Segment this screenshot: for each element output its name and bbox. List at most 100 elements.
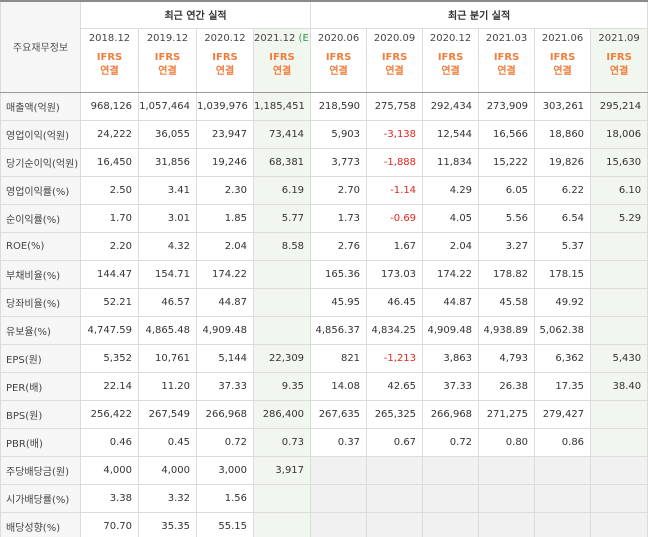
table-cell: 165.36 bbox=[310, 259, 368, 289]
ifrs-badge: IFRS 연결 bbox=[310, 48, 368, 93]
table-cell: 37.33 bbox=[196, 371, 254, 401]
table-cell: 14.08 bbox=[310, 371, 368, 401]
period-label: 2019.12 bbox=[146, 32, 189, 44]
table-cell: 174.22 bbox=[196, 259, 254, 289]
table-cell bbox=[252, 483, 312, 513]
table-cell bbox=[478, 455, 536, 485]
consolidated-label: 연결 bbox=[385, 66, 404, 77]
table-cell: 17.35 bbox=[534, 371, 592, 401]
table-cell bbox=[366, 483, 424, 513]
row-label: 유보율(%) bbox=[0, 315, 81, 345]
consolidated-label: 연결 bbox=[497, 66, 516, 77]
table-cell: 265,325 bbox=[366, 399, 424, 429]
table-cell: 31,856 bbox=[138, 147, 197, 177]
consolidated-label: 연결 bbox=[272, 66, 292, 77]
ifrs-row: IFRS 연결 IFRS 연결 IFRS 연결 IFRS 연결 IFRS 연결 IFRS 연결 IFRS… bbox=[1, 48, 648, 93]
table-cell: 15,630 bbox=[590, 147, 648, 177]
table-cell bbox=[310, 511, 368, 537]
table-cell: 5,903 bbox=[310, 119, 368, 149]
table-cell: 19,826 bbox=[534, 147, 592, 177]
table-cell: 6.19 bbox=[252, 175, 312, 205]
table-cell: 3.41 bbox=[138, 175, 197, 205]
row-label: PBR(배) bbox=[0, 427, 81, 457]
table-cell: 5.29 bbox=[590, 203, 648, 233]
period-header: 2021.06 bbox=[534, 27, 592, 48]
row-label: 시가배당률(%) bbox=[0, 483, 81, 513]
row-label: 영업이익률(%) bbox=[0, 175, 81, 205]
row-label: ROE(%) bbox=[0, 231, 81, 261]
table-cell: 16,566 bbox=[478, 119, 536, 149]
table-cell: 5,062.38 bbox=[534, 315, 592, 345]
table-cell: 37.33 bbox=[422, 371, 480, 401]
table-row: 매출액(억원) 968,126 1,057,464 1,039,976 1,185,45… bbox=[0, 91, 648, 121]
row-label: 순이익률(%) bbox=[0, 203, 81, 233]
table-cell: 52.21 bbox=[80, 287, 139, 317]
row-label: 배당성향(%) bbox=[0, 511, 81, 537]
period-label: 2021.09 bbox=[598, 32, 640, 44]
table-cell: 10,761 bbox=[138, 343, 197, 373]
table-cell: 5,352 bbox=[80, 343, 139, 373]
table-cell: 6,362 bbox=[534, 343, 592, 373]
table-row: 당기순이익(억원) 16,450 31,856 19,246 68,381 3,773 -1… bbox=[0, 147, 648, 177]
table-cell: 271,275 bbox=[478, 399, 536, 429]
period-header: 2020.09 bbox=[366, 27, 424, 48]
table-cell: 44.87 bbox=[422, 287, 480, 317]
table-cell: 2.70 bbox=[310, 175, 368, 205]
table-cell bbox=[590, 511, 648, 537]
table-cell: 68,381 bbox=[252, 147, 312, 177]
table-cell: 4,000 bbox=[80, 455, 139, 485]
table-cell: 286,400 bbox=[252, 399, 312, 429]
ifrs-badge: IFRS 연결 bbox=[478, 48, 536, 93]
table-cell: 1,057,464 bbox=[138, 91, 197, 121]
period-label: 2021.12 bbox=[254, 32, 296, 44]
table-cell bbox=[590, 455, 648, 485]
table-cell: 22,309 bbox=[252, 343, 312, 373]
table-cell: 0.67 bbox=[366, 427, 424, 457]
table-cell: 6.05 bbox=[478, 175, 536, 205]
table-cell: 5.56 bbox=[478, 203, 536, 233]
period-header: 2020.12 bbox=[422, 27, 480, 48]
table-cell: 3.32 bbox=[138, 483, 197, 513]
period-header: 2021.03 bbox=[478, 27, 536, 48]
table-row: PBR(배) 0.46 0.45 0.72 0.73 0.37 0.67 0.72 0.80 0.… bbox=[0, 427, 648, 457]
table-cell: 11.20 bbox=[138, 371, 197, 401]
table-cell: 36,055 bbox=[138, 119, 197, 149]
period-header: 2021.09 bbox=[590, 27, 648, 48]
table-row: 시가배당률(%) 3.38 3.32 1.56 bbox=[0, 483, 648, 513]
table-cell bbox=[590, 287, 648, 317]
table-cell: 3.38 bbox=[80, 483, 139, 513]
table-cell bbox=[310, 483, 368, 513]
table-cell: 46.57 bbox=[138, 287, 197, 317]
table-cell: 4.29 bbox=[422, 175, 480, 205]
table-cell: 38.40 bbox=[590, 371, 648, 401]
table-cell: 2.04 bbox=[196, 231, 254, 261]
table-cell: 4,938.89 bbox=[478, 315, 536, 345]
table-cell: 4,865.48 bbox=[138, 315, 197, 345]
table-cell: -1,213 bbox=[366, 343, 424, 373]
table-cell: 49.92 bbox=[534, 287, 592, 317]
table-cell: -1,888 bbox=[366, 147, 424, 177]
ifrs-label: IFRS bbox=[269, 52, 295, 63]
table-header: 주요재무정보 최근 연간 실적 최근 분기 실적 2018.12 2019.12 2… bbox=[0, 0, 648, 93]
table-cell: 3,000 bbox=[196, 455, 254, 485]
table-row: 영업이익률(%) 2.50 3.41 2.30 6.19 2.70 -1.14 4.29 6.0… bbox=[0, 175, 648, 205]
table-cell bbox=[252, 511, 312, 537]
table-row: ROE(%) 2.20 4.32 2.04 8.58 2.76 1.67 2.04 3.27 5.… bbox=[0, 231, 648, 261]
table-cell: 154.71 bbox=[138, 259, 197, 289]
period-label: 2020.12 bbox=[429, 32, 472, 44]
table-cell: 23,947 bbox=[196, 119, 254, 149]
table-cell bbox=[252, 259, 312, 289]
row-label: 영업이익(억원) bbox=[0, 119, 81, 149]
table-cell: 144.47 bbox=[80, 259, 139, 289]
ifrs-badge: IFRS 연결 bbox=[366, 48, 424, 93]
table-cell: -1.14 bbox=[366, 175, 424, 205]
period-label: 2018.12 bbox=[88, 32, 131, 44]
table-cell: 12,544 bbox=[422, 119, 480, 149]
table-cell bbox=[590, 231, 648, 261]
table-cell bbox=[590, 427, 648, 457]
table-cell: 5.77 bbox=[252, 203, 312, 233]
table-cell: 2.04 bbox=[422, 231, 480, 261]
table-cell: 5.37 bbox=[534, 231, 592, 261]
table-cell: 173.03 bbox=[366, 259, 424, 289]
